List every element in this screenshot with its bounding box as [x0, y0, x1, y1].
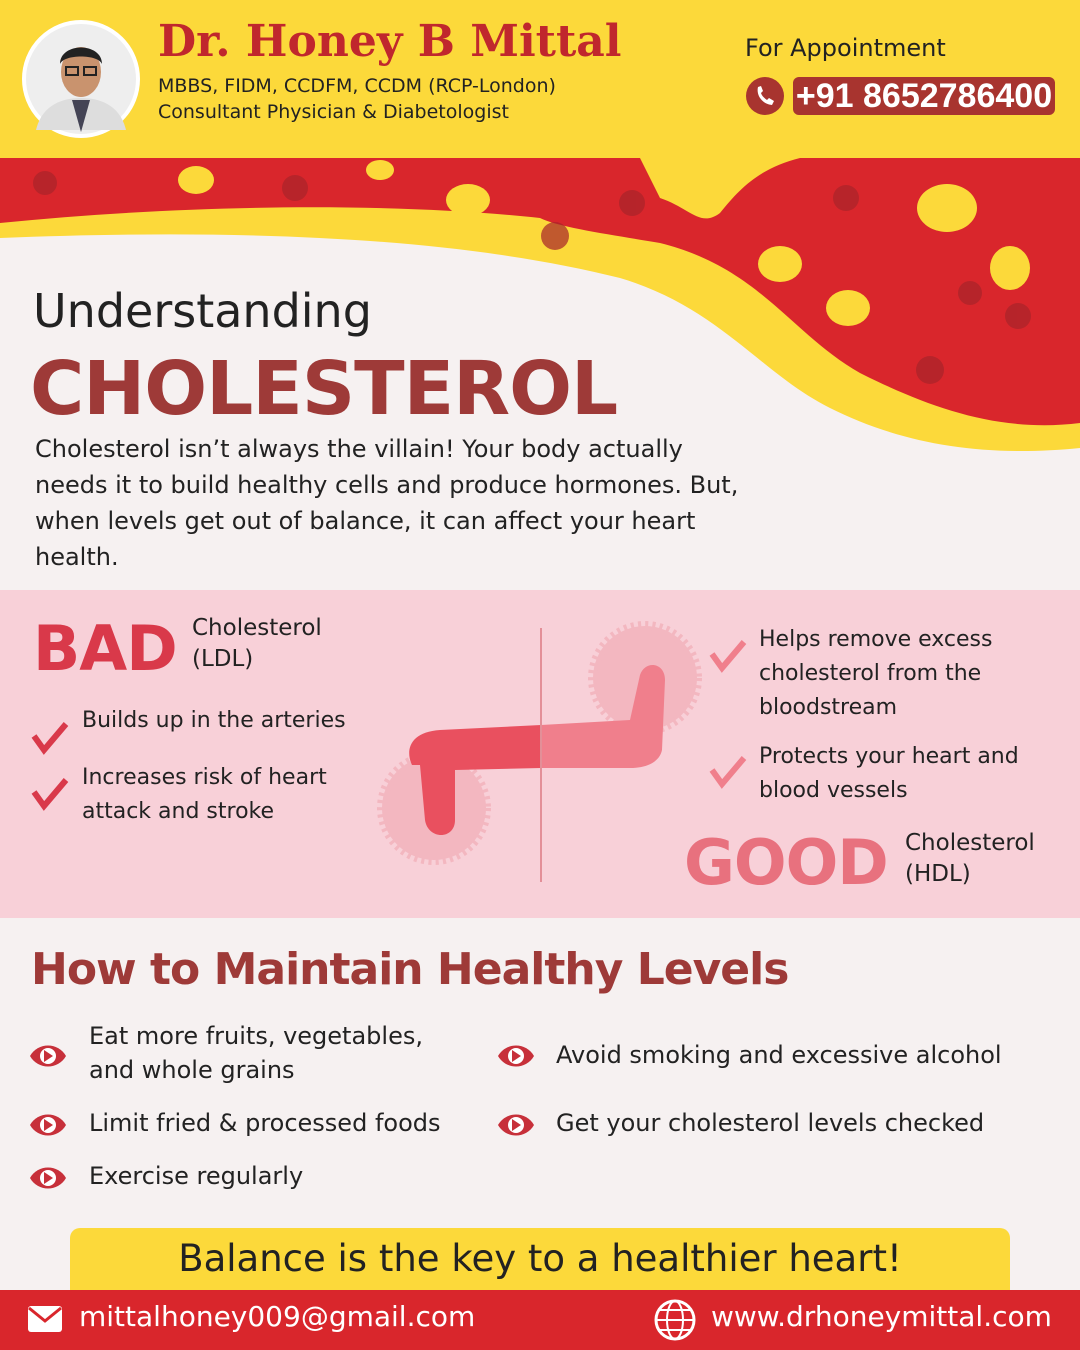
phone-number[interactable]: +91 8652786400 [793, 77, 1055, 115]
email[interactable]: mittalhoney009@gmail.com [79, 1300, 476, 1333]
tip-icon-defs [0, 0, 1, 1]
phone-icon [746, 77, 784, 115]
tip: Eat more fruits, vegetables, and whole g… [89, 1022, 423, 1084]
role: Consultant Physician & Diabetologist [158, 101, 509, 123]
tip: Get your cholesterol levels checked [556, 1109, 985, 1137]
check-icons [31, 722, 69, 811]
doctor-name: Dr. Honey B Mittal [158, 16, 622, 67]
good-point: Protects your heart and blood vessels [759, 744, 1019, 803]
avatar [22, 20, 140, 138]
hero-title: CHOLESTEROL [30, 346, 618, 432]
tip: Limit fried & processed foods [89, 1109, 441, 1137]
check-icons [709, 640, 747, 789]
hero-kicker: Understanding [33, 284, 372, 338]
good-label: GOOD [684, 826, 889, 899]
bad-label: BAD [33, 612, 178, 685]
tagline: Balance is the key to a healthier heart! [70, 1228, 1010, 1298]
website[interactable]: www.drhoneymittal.com [711, 1300, 1052, 1333]
bad-word: Cholesterol [192, 615, 322, 641]
good-type: (HDL) [905, 861, 971, 887]
tip-icons [30, 1045, 66, 1189]
tip: Exercise regularly [89, 1162, 304, 1190]
bad-point: Increases risk of heart attack and strok… [82, 765, 327, 824]
footer [0, 1290, 1080, 1350]
hands-graphic [377, 621, 702, 882]
appointment-label: For Appointment [745, 34, 946, 62]
email-icon [28, 1306, 62, 1332]
tips-title: How to Maintain Healthy Levels [31, 944, 789, 995]
bad-type: (LDL) [192, 646, 254, 672]
credentials: MBBS, FIDM, CCDFM, CCDM (RCP-London) [158, 75, 556, 97]
bad-point: Builds up in the arteries [82, 708, 346, 733]
blood-wave [0, 158, 1080, 452]
web-icon [654, 1299, 696, 1341]
tip-icons [498, 1045, 534, 1136]
good-word: Cholesterol [905, 830, 1035, 856]
hero-intro: Cholesterol isn’t always the villain! Yo… [35, 435, 739, 571]
good-point: Helps remove excess cholesterol from the… [759, 627, 993, 720]
tip: Avoid smoking and excessive alcohol [556, 1041, 1002, 1069]
